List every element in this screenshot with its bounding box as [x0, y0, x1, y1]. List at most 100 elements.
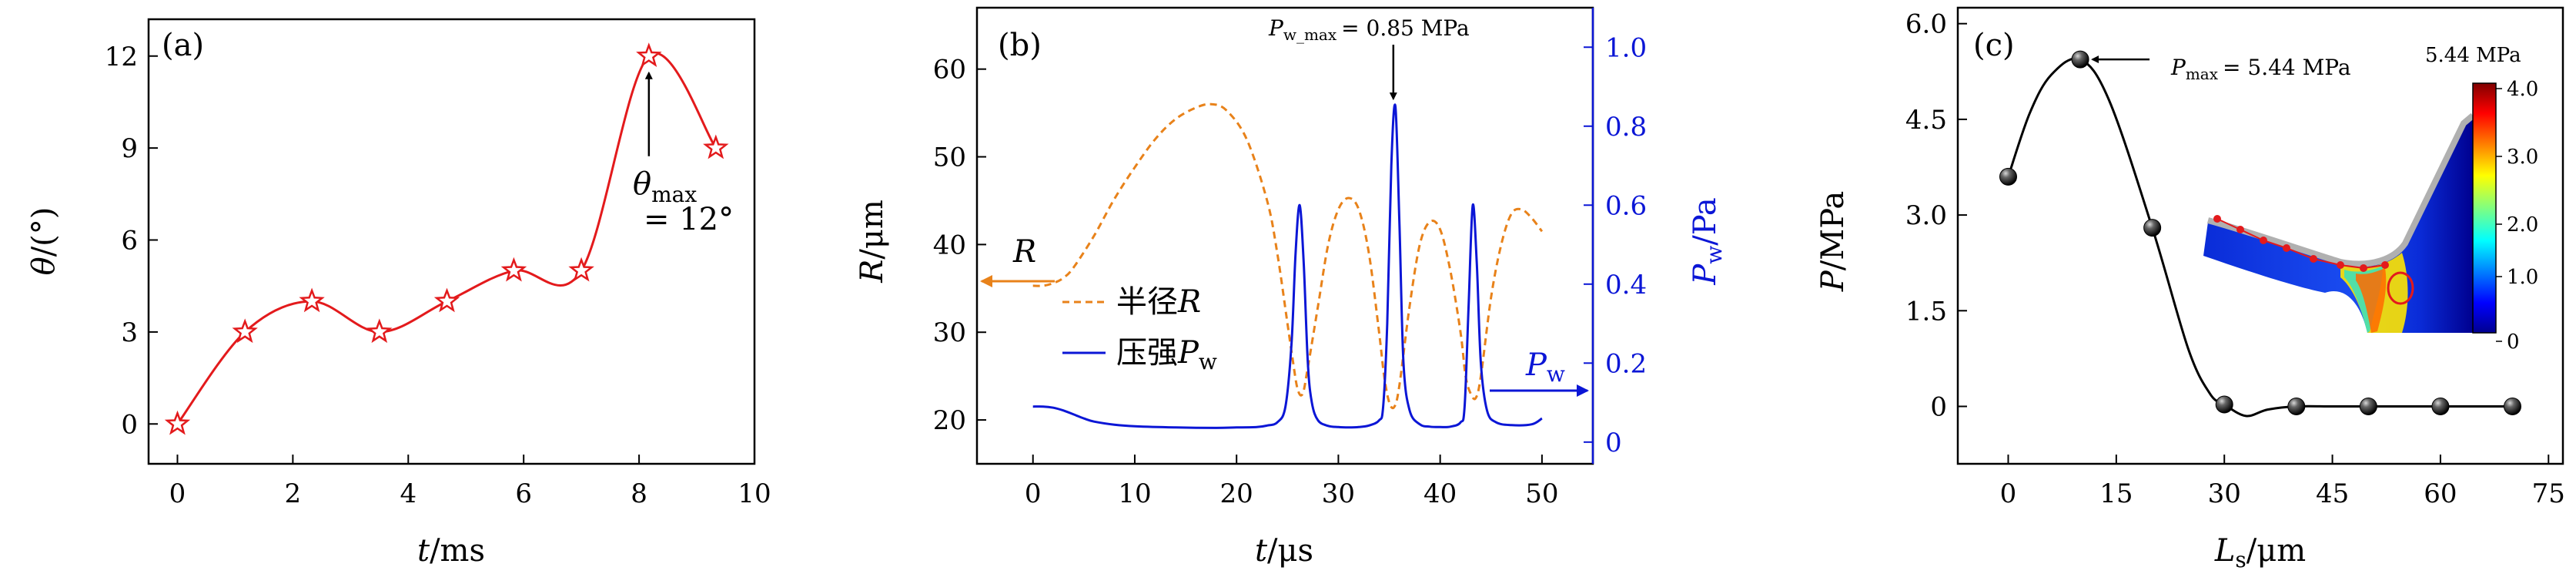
y-var-left-b: R — [855, 260, 890, 284]
plot-frame-b — [975, 6, 1594, 465]
x-ticks-a: 0 2 4 6 8 10 — [169, 455, 771, 509]
y-a-tick-label: 3 — [121, 317, 138, 348]
x-b-tick-label: 10 — [1118, 478, 1151, 509]
y-c-tick-label: 4.5 — [1905, 105, 1947, 136]
pressure-series-line — [1032, 103, 1543, 429]
x-c-tick-label: 45 — [2316, 478, 2349, 509]
radius-series-line — [1032, 102, 1544, 410]
y-a-tick-label: 6 — [121, 226, 138, 257]
pressure-points — [1999, 50, 2521, 415]
panel-label-a: (a) — [162, 28, 204, 63]
theta-point — [433, 287, 460, 313]
inset-field — [2203, 116, 2473, 333]
y-right-b-tick-label: 0 — [1605, 428, 1622, 458]
colorbar-tick-label: 2.0 — [2507, 213, 2538, 237]
y-right-b-tick-label: 1.0 — [1605, 32, 1647, 63]
y-a-tick-label: 0 — [121, 409, 138, 440]
y-unit-c: MPa — [1815, 191, 1851, 260]
theta-point — [500, 257, 527, 282]
y-var-right-b: P — [1688, 263, 1723, 286]
inset-point — [2236, 226, 2244, 233]
y-left-b-tick-label: 30 — [933, 317, 966, 348]
y-c-tick-label: 6.0 — [1905, 9, 1947, 40]
pressure-point — [2431, 397, 2450, 415]
x-axis-label-b: t/μs — [1255, 533, 1313, 569]
legend-label-radius: 半径R — [1116, 284, 1201, 320]
inset-point — [2337, 261, 2344, 269]
annotation-pw-max: Pw_max = 0.85 MPa — [1268, 15, 1470, 44]
annotation-p-max: Pmax = 5.44 MPa — [2170, 55, 2351, 83]
y-axis-label-a: θ/(°) — [26, 207, 62, 276]
x-b-tick-label: 20 — [1220, 478, 1253, 509]
theta-point — [366, 318, 393, 344]
theta-point — [299, 287, 325, 313]
theta-max-sub: max — [651, 182, 697, 207]
pressure-point — [2215, 395, 2233, 414]
x-a-tick-label: 2 — [285, 478, 302, 509]
pressure-point — [2071, 50, 2089, 69]
annotation-theta-value: = 12° — [644, 202, 734, 237]
pressure-point — [2143, 219, 2162, 237]
y-ticks-right-b: 0 0.2 0.4 0.6 0.8 1.0 — [1584, 32, 1647, 458]
y-ticks-left-b: 20 30 40 50 60 — [933, 55, 986, 436]
x-unit-c: μm — [2257, 533, 2306, 569]
x-var-c: L — [2214, 533, 2236, 569]
legend-b: 半径R 压强Pw — [1062, 284, 1217, 374]
inset-hotspot-core — [2356, 268, 2387, 333]
pw-max-sub: w_max — [1283, 25, 1337, 44]
inset-point — [2260, 237, 2267, 244]
colorbar-tick-label: 3.0 — [2507, 146, 2538, 169]
pw-max-var: P — [1268, 15, 1284, 41]
legend-text-radius: 半径 — [1116, 284, 1178, 320]
theta-point — [164, 410, 191, 435]
x-axis-label-c: Ls/μm — [2214, 533, 2306, 572]
inset-points-line — [2216, 218, 2386, 270]
panel-label-c: (c) — [1973, 28, 2015, 63]
y-axis-label-right-b: Pw/Pa — [1688, 197, 1727, 285]
theta-point — [703, 134, 729, 159]
colorbar-tick-label: 1.0 — [2507, 266, 2538, 289]
x-c-tick-label: 0 — [2000, 478, 2017, 509]
x-c-tick-label: 15 — [2099, 478, 2133, 509]
y-right-b-tick-label: 0.6 — [1605, 190, 1647, 221]
colorbar-tick-label: 4.0 — [2507, 78, 2538, 101]
x-var-a: t — [417, 533, 430, 569]
inset-markers — [2213, 215, 2389, 272]
y-c-tick-label: 3.0 — [1905, 200, 1947, 231]
x-ticks-c: 0 15 30 45 60 75 — [2000, 455, 2565, 509]
pressure-point — [1999, 167, 2017, 186]
theta-symbol: θ — [633, 166, 651, 202]
plot-frame-a — [147, 18, 756, 465]
x-b-tick-label: 40 — [1423, 478, 1457, 509]
y-unit-left-b: μm — [855, 200, 890, 249]
theta-curve — [176, 52, 718, 425]
p-max-var: P — [2170, 55, 2186, 80]
y-left-b-tick-label: 20 — [933, 405, 966, 436]
annotation-theta-max: θmax — [633, 166, 697, 207]
pressure-curve — [2007, 57, 2513, 418]
r-axis-arrow-label: R — [1012, 234, 1036, 270]
pw-max-value: = 0.85 MPa — [1341, 15, 1470, 41]
y-left-b-tick-label: 50 — [933, 143, 966, 173]
x-unit-a: ms — [440, 533, 485, 569]
pressure-point — [2287, 397, 2306, 415]
y-sub-right-b: w — [1701, 246, 1727, 264]
y-left-b-tick-label: 40 — [933, 230, 966, 260]
simulation-inset: 4.0 3.0 2.0 1.0 0 5.44 MPa — [2203, 44, 2538, 354]
colorbar — [2472, 82, 2497, 334]
x-a-tick-label: 0 — [169, 478, 186, 509]
pw-axis-arrow-label: Pw — [1525, 347, 1565, 387]
pw-arrow-var: P — [1525, 347, 1547, 383]
pressure-point — [2504, 397, 2521, 415]
y-a-tick-label: 9 — [121, 133, 138, 164]
panel-label-b: (b) — [998, 28, 1042, 63]
y-c-tick-label: 1.5 — [1905, 296, 1947, 327]
inset-point — [2360, 264, 2367, 272]
inset-point — [2310, 255, 2317, 263]
x-ticks-b: 0 10 20 30 40 50 — [1025, 455, 1559, 509]
x-axis-label-a: t/ms — [417, 533, 485, 569]
legend-text-pressure: 压强 — [1116, 335, 1178, 371]
pw-arrow-sub: w — [1547, 361, 1565, 387]
x-sub-c: s — [2235, 547, 2246, 572]
